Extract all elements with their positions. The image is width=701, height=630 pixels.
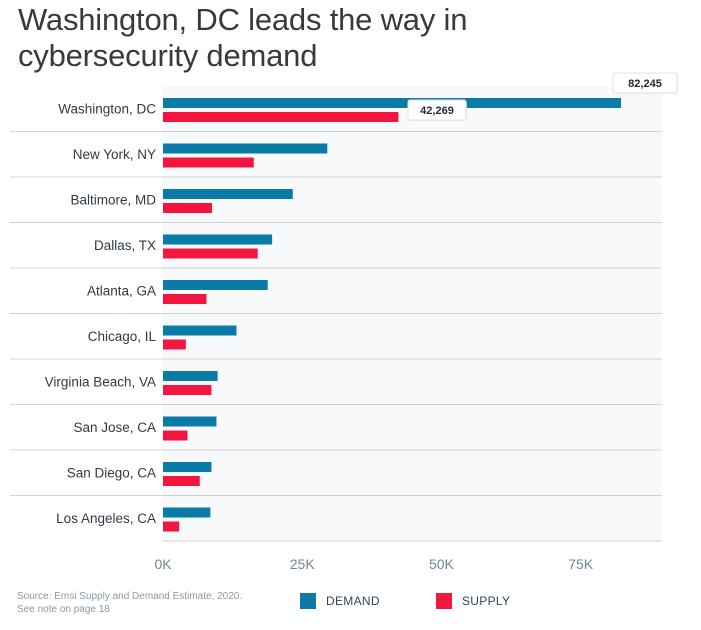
category-label-san-jose-ca: San Jose, CA [73, 420, 156, 435]
chart-title-line-1: Washington, DC leads the way in [18, 2, 468, 37]
source-note-line-2: See note on page 18 [17, 604, 110, 615]
data-label-box [407, 99, 467, 121]
chart-title-line-2: cybersecurity demand [18, 38, 318, 73]
demand-bar-los-angeles-ca [163, 507, 211, 518]
legend-swatch-demand [300, 593, 316, 609]
legend-label-demand: DEMAND [326, 594, 380, 608]
demand-bar-virginia-beach-va [163, 371, 218, 381]
legend-label-supply: SUPPLY [462, 594, 511, 608]
chart-title: Washington, DC leads the way in cybersec… [18, 2, 688, 74]
category-label-dallas-tx: Dallas, TX [94, 238, 156, 253]
source-note: Source: Emsi Supply and Demand Estimate,… [17, 590, 242, 616]
supply-bar-los-angeles-ca [163, 521, 180, 532]
demand-bar-san-jose-ca [163, 416, 217, 427]
legend-item-supply: SUPPLY [436, 593, 510, 609]
supply-bar-washington-dc [163, 112, 399, 122]
x-tick-label: 50K [429, 556, 455, 572]
supply-bar-san-jose-ca [163, 430, 188, 441]
demand-bar-san-diego-ca [163, 462, 212, 472]
category-label-washington-dc: Washington, DC [58, 101, 156, 116]
data-label-demand-washington-dc: 82,245 [612, 72, 678, 94]
x-tick-label: 75K [568, 556, 594, 572]
category-label-new-york-ny: New York, NY [73, 147, 156, 162]
demand-bar-washington-dc [163, 98, 621, 108]
source-note-line-1: Source: Emsi Supply and Demand Estimate,… [17, 591, 243, 602]
x-tick-label: 25K [290, 556, 316, 572]
supply-bar-atlanta-ga [163, 294, 207, 304]
category-label-chicago-il: Chicago, IL [88, 329, 157, 344]
demand-bar-atlanta-ga [163, 280, 268, 290]
demand-bar-dallas-tx [163, 234, 273, 245]
data-label-supply-washington-dc: 42,269 [407, 99, 467, 121]
supply-bar-dallas-tx [163, 248, 258, 259]
demand-bar-baltimore-md [163, 189, 293, 199]
category-label-los-angeles-ca: Los Angeles, CA [56, 511, 156, 526]
legend-item-demand: DEMAND [300, 593, 380, 609]
category-label-virginia-beach-va: Virginia Beach, VA [45, 374, 156, 389]
supply-bar-baltimore-md [163, 203, 213, 213]
category-label-baltimore-md: Baltimore, MD [70, 192, 156, 207]
demand-bar-chicago-il [163, 325, 237, 336]
supply-bar-chicago-il [163, 339, 186, 350]
category-label-atlanta-ga: Atlanta, GA [87, 283, 156, 298]
legend-swatch-supply [436, 593, 452, 609]
supply-bar-virginia-beach-va [163, 385, 212, 395]
supply-bar-new-york-ny [163, 157, 254, 168]
supply-bar-san-diego-ca [163, 476, 200, 486]
x-tick-label: 0K [154, 556, 172, 572]
data-label-box [612, 72, 678, 94]
data-label-value: 82,245 [628, 78, 662, 90]
data-label-value: 42,269 [420, 105, 454, 117]
category-label-san-diego-ca: San Diego, CA [67, 465, 156, 480]
demand-bar-new-york-ny [163, 143, 328, 154]
